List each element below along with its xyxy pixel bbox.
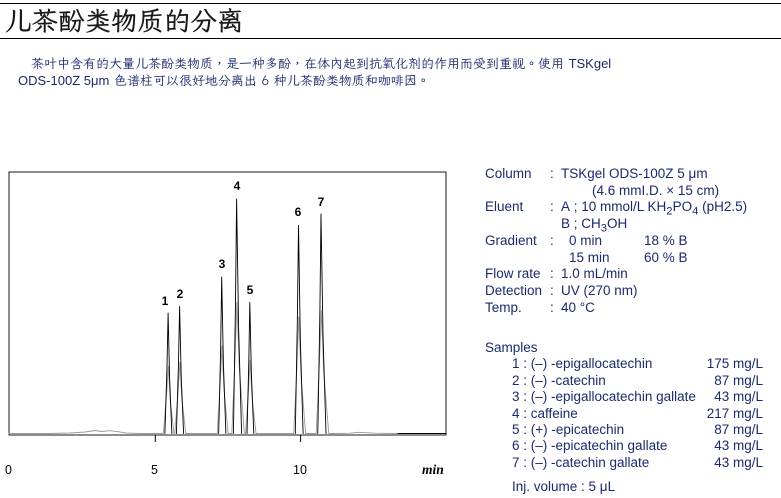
svg-text:7: 7 xyxy=(318,195,325,209)
svg-text:4: 4 xyxy=(234,179,241,193)
svg-text:2: 2 xyxy=(177,287,184,301)
svg-text:6: 6 xyxy=(295,205,302,219)
svg-text:1: 1 xyxy=(162,294,169,308)
svg-text:5: 5 xyxy=(247,283,254,297)
svg-text:3: 3 xyxy=(219,257,226,271)
